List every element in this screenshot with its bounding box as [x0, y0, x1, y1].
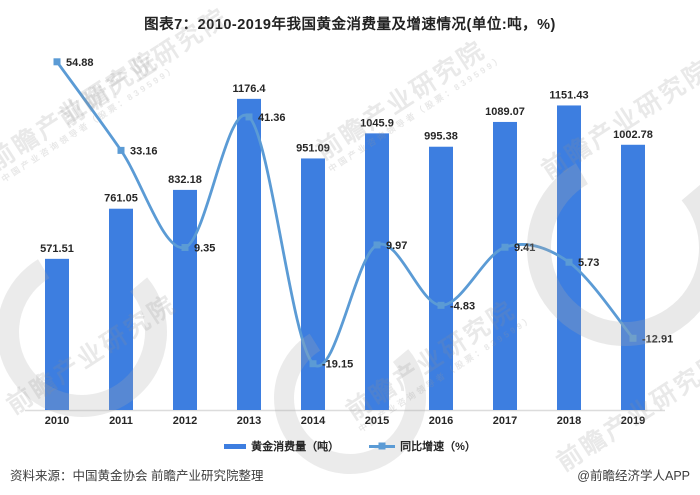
line-marker-2011 [117, 146, 125, 154]
legend-bar-label: 黄金消费量（吨） [251, 441, 340, 453]
line-value-label-2011: 33.16 [130, 145, 158, 157]
line-marker-2014 [309, 360, 317, 368]
bar-value-label-2012: 832.18 [168, 174, 202, 186]
x-axis-label-2018: 2018 [557, 415, 581, 427]
line-marker-2017 [501, 243, 509, 251]
line-marker-2015 [373, 241, 381, 249]
bar-value-label-2013: 1176.4 [232, 83, 266, 95]
line-value-label-2013: 41.36 [258, 112, 286, 124]
bar-value-label-2011: 761.05 [104, 193, 138, 205]
bar-value-label-2019: 1002.78 [613, 129, 653, 141]
line-value-label-2018: 5.73 [578, 257, 599, 269]
bar-value-label-2015: 1045.9 [360, 117, 394, 129]
bar-2014 [301, 158, 325, 410]
x-axis-label-2010: 2010 [45, 415, 69, 427]
line-value-label-2017: 9.41 [514, 242, 535, 254]
bar-2017 [493, 121, 517, 410]
line-marker-2016 [437, 301, 445, 309]
bar-value-label-2014: 951.09 [296, 142, 330, 154]
line-value-label-2010: 54.88 [66, 57, 94, 69]
bar-2019 [621, 144, 645, 410]
bar-value-label-2018: 1151.43 [549, 89, 588, 101]
legend-line-swatch-icon [369, 442, 396, 450]
x-axis-label-2014: 2014 [301, 415, 326, 427]
x-axis-label-2015: 2015 [365, 415, 389, 427]
line-marker-2012 [181, 243, 189, 251]
legend-bar-swatch-icon [224, 443, 247, 449]
line-marker-2013 [245, 113, 253, 121]
chart-canvas: 571.51 761.05 832.18 1176.4 951.09 1045.9 995.… [25, 57, 673, 427]
legend-line-marker-icon [378, 442, 386, 450]
footer: 资料来源：中国黄金协会 前瞻产业研究院整理 @前瞻经济学人APP [10, 465, 690, 484]
source-note: 资料来源：中国黄金协会 前瞻产业研究院整理 [10, 469, 264, 483]
x-axis-label-2017: 2017 [493, 415, 517, 427]
bar-value-label-2010: 571.51 [40, 243, 74, 255]
x-axis-label-2011: 2011 [109, 415, 133, 427]
bar-2010 [45, 258, 69, 410]
legend-item-growth: 同比增速（%） [369, 438, 476, 454]
line-value-label-2014: -19.15 [322, 359, 353, 371]
line-marker-2018 [565, 258, 573, 266]
x-axis-label-2012: 2012 [173, 415, 197, 427]
x-axis-label-2016: 2016 [429, 415, 453, 427]
x-axis-label-2013: 2013 [237, 415, 261, 427]
legend-line-label: 同比增速（%） [400, 441, 476, 453]
line-marker-2010 [53, 58, 61, 66]
x-axis-label-2019: 2019 [621, 415, 645, 427]
line-value-label-2019: -12.91 [642, 333, 673, 345]
bar-2011 [109, 208, 133, 410]
bar-2016 [429, 146, 453, 411]
growth-line [55, 60, 635, 368]
line-marker-2019 [629, 334, 637, 342]
bar-2015 [365, 133, 389, 410]
line-value-label-2015: 9.97 [386, 240, 407, 252]
chart-title: 图表7：2010-2019年我国黄金消费量及增速情况(单位:吨，%) [144, 17, 556, 33]
bar-2013 [237, 98, 261, 411]
line-value-label-2012: 9.35 [194, 242, 215, 254]
credit-note: @前瞻经济学人APP [577, 469, 690, 483]
bar-2012 [173, 189, 197, 410]
legend-item-consumption: 黄金消费量（吨） [224, 438, 339, 454]
line-value-label-2016: -4.83 [450, 300, 475, 312]
bar-value-label-2017: 1089.07 [485, 106, 525, 118]
legend: 黄金消费量（吨） 同比增速（%） [0, 438, 700, 454]
bar-value-label-2016: 995.38 [424, 131, 458, 143]
